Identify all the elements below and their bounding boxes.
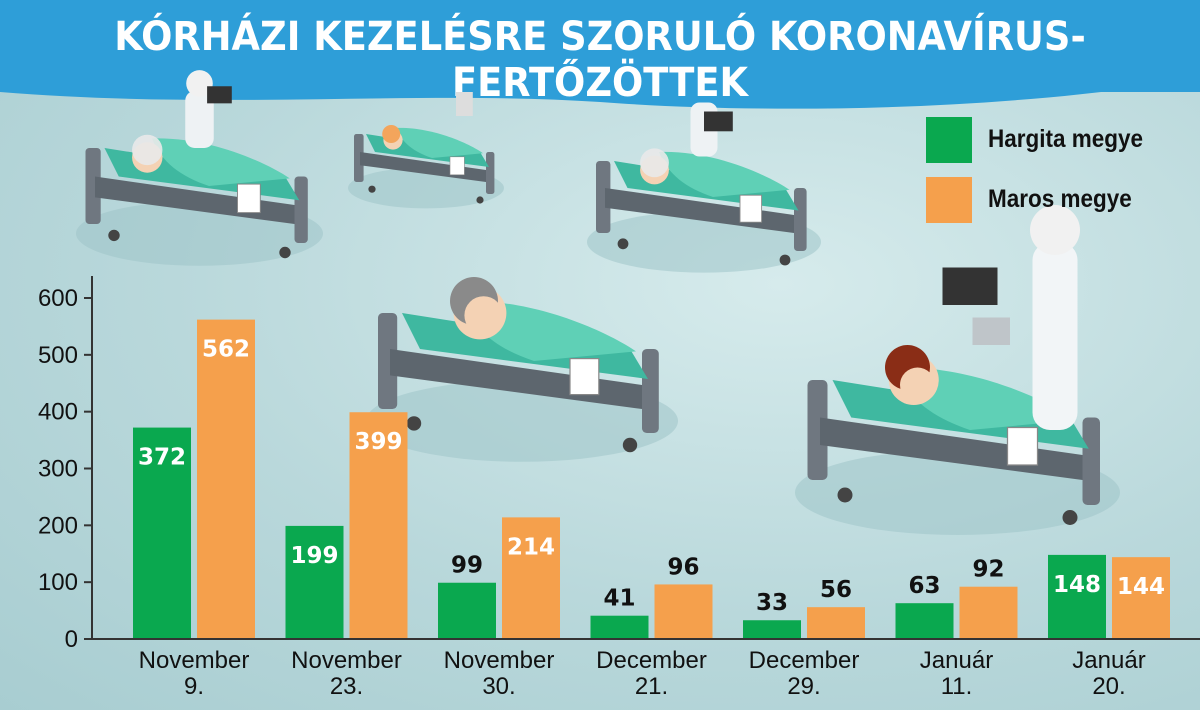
bed-scene-3 — [586, 102, 822, 274]
data-label: 148 — [1053, 572, 1101, 598]
x-tick-label: November — [139, 647, 250, 674]
data-label: 214 — [507, 534, 555, 560]
x-tick-label: Január — [920, 647, 993, 674]
bar-maros — [349, 412, 408, 639]
y-tick-label: 100 — [38, 569, 78, 596]
data-label: 372 — [138, 445, 186, 471]
x-tick-label: November — [291, 647, 402, 674]
y-tick-label: 300 — [38, 456, 78, 483]
bar-hargita — [1048, 554, 1106, 639]
x-tick-label: 30. — [482, 673, 515, 700]
data-label: 562 — [202, 337, 250, 363]
bar-maros — [1112, 557, 1170, 639]
x-axis: November9.November23.November30.December… — [139, 647, 1146, 700]
bed-scene-4 — [365, 277, 679, 463]
legend-swatch-hargita — [926, 117, 972, 163]
x-tick-label: 23. — [330, 673, 363, 700]
y-tick-label: 0 — [65, 626, 78, 653]
x-tick-label: December — [596, 647, 707, 674]
bar-maros — [502, 517, 560, 639]
legend-label-hargita: Hargita megye — [988, 125, 1144, 153]
x-tick-label: 9. — [184, 673, 204, 700]
bed-scene-2 — [347, 92, 505, 209]
x-tick-label: November — [444, 647, 555, 674]
x-tick-label: 20. — [1092, 673, 1125, 700]
bar-maros — [959, 586, 1018, 639]
legend-label-maros: Maros megye — [988, 185, 1132, 213]
data-label: 33 — [756, 590, 788, 616]
data-label: 199 — [290, 543, 338, 569]
bar-hargita — [590, 615, 649, 639]
x-tick-label: December — [749, 647, 860, 674]
x-tick-label: 11. — [941, 673, 973, 700]
x-tick-label: 21. — [635, 673, 668, 700]
bar-maros — [654, 584, 713, 639]
legend-swatch-maros — [926, 177, 972, 223]
data-label: 63 — [908, 573, 940, 599]
bed-scene-1 — [75, 70, 324, 267]
x-tick-label: 29. — [787, 673, 820, 700]
data-label: 96 — [667, 554, 699, 580]
y-tick-label: 500 — [38, 342, 78, 369]
bar-maros — [807, 607, 865, 639]
bar-hargita — [133, 427, 191, 639]
chart-title: KÓRHÁZI KEZELÉSRE SZORULÓ KORONAVÍRUS-FE… — [114, 14, 1086, 106]
data-label: 99 — [451, 553, 483, 579]
data-label: 41 — [603, 586, 635, 612]
y-tick-label: 200 — [38, 512, 78, 539]
y-axis: 0 100 200 300 400 500 600 — [38, 285, 92, 653]
bar-hargita — [743, 620, 801, 639]
x-tick-label: Január — [1072, 647, 1145, 674]
bars: 372 562 199 399 99 214 41 96 33 56 63 92 148 144 — [133, 319, 1170, 639]
bar-hargita — [438, 582, 496, 639]
data-label: 144 — [1117, 574, 1165, 600]
data-label: 92 — [972, 557, 1004, 583]
data-label: 399 — [354, 429, 402, 455]
bar-hargita — [285, 525, 344, 639]
banner-wave — [0, 60, 1200, 109]
y-tick-label: 400 — [38, 399, 78, 426]
bar-maros — [197, 319, 255, 639]
data-label: 56 — [820, 577, 852, 603]
bed-scene-5 — [794, 205, 1121, 536]
y-tick-label: 600 — [38, 285, 78, 312]
bar-hargita — [895, 603, 954, 639]
